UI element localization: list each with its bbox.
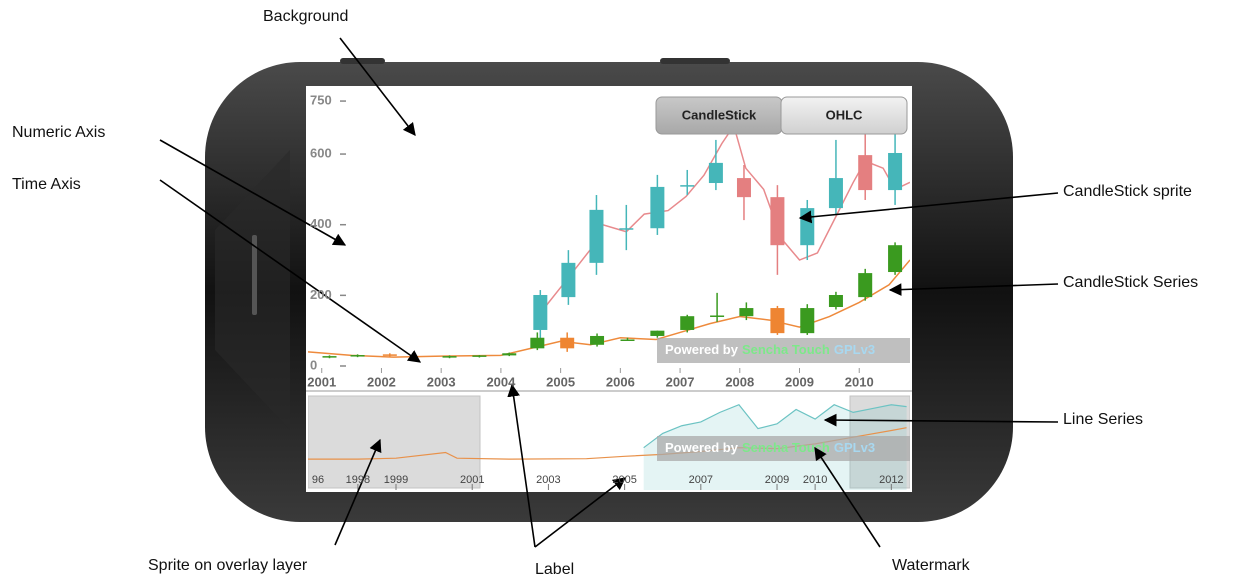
arrow	[814, 446, 881, 548]
candle-body	[350, 355, 365, 357]
candle-body	[739, 308, 754, 317]
candle-body	[472, 355, 487, 357]
x-tick-label: 2001	[460, 474, 484, 486]
button-label[interactable]: OHLC	[826, 107, 863, 122]
x-tick-label: 2004	[486, 374, 516, 389]
y-tick-label: 0	[310, 357, 317, 372]
x-tick-label: 2003	[427, 374, 456, 389]
annotation: CandleStick sprite	[1063, 183, 1192, 200]
candle-body	[858, 273, 873, 298]
arrow	[888, 283, 1059, 296]
x-tick-label: 2010	[845, 374, 874, 389]
candle-body	[770, 197, 785, 246]
watermark-brand: Sencha Touch	[742, 342, 830, 357]
watermark-bg	[657, 338, 910, 363]
candle-body	[650, 186, 665, 229]
watermark: Powered by Sencha Touch GPLv3	[665, 342, 875, 357]
candle-body	[736, 178, 751, 198]
x-tick-label: 2007	[666, 374, 695, 389]
watermark: Powered by Sencha Touch GPLv3	[665, 440, 875, 455]
watermark-prefix: Powered by	[665, 342, 739, 357]
x-tick-label: 2010	[803, 474, 827, 486]
candle-body	[858, 155, 873, 191]
candle-body	[619, 228, 634, 230]
x-tick-label: 96	[312, 474, 324, 486]
watermark-bg	[657, 436, 910, 461]
arrow	[507, 383, 536, 548]
candle-body	[800, 308, 815, 334]
x-tick-label: 2009	[785, 374, 814, 389]
annotation: Line Series	[1063, 411, 1143, 428]
x-tick-label: 2012	[879, 474, 903, 486]
x-tick-label: 2006	[606, 374, 635, 389]
candle-body	[620, 339, 635, 342]
arrow	[534, 477, 627, 548]
annotation: Time Axis	[12, 176, 81, 193]
candle-body	[650, 330, 665, 336]
candle-body	[828, 178, 843, 209]
y-tick-label: 750	[310, 93, 332, 108]
watermark-prefix: Powered by	[665, 440, 739, 455]
candle-body	[530, 337, 545, 349]
candle-body	[708, 162, 723, 184]
candle-body	[770, 308, 785, 334]
candle-body	[533, 294, 548, 330]
candle-body	[382, 354, 397, 356]
candle-body	[322, 356, 337, 358]
line-series	[643, 404, 907, 449]
watermark-brand: Sencha Touch	[742, 440, 830, 455]
candle-body	[442, 356, 457, 358]
x-tick-label: 1998	[346, 474, 370, 486]
candle-body	[800, 208, 815, 246]
candle-body	[502, 353, 517, 356]
annotation: Label	[535, 561, 574, 578]
x-tick-label: 2001	[307, 374, 336, 389]
arrow	[159, 179, 422, 363]
arrow	[798, 192, 1059, 224]
watermark-license: GPLv3	[834, 342, 875, 357]
overlay-sprite	[308, 395, 481, 489]
candle-body	[888, 245, 903, 273]
x-tick-label: 2009	[765, 474, 789, 486]
speaker	[252, 235, 257, 315]
arrow	[159, 139, 347, 246]
button[interactable]	[780, 96, 908, 135]
candle-body	[680, 316, 695, 330]
x-tick-label: 1999	[384, 474, 408, 486]
segmented-button: CandleStick OHLC	[655, 96, 908, 135]
y-tick-label: 400	[310, 216, 332, 231]
x-tick-label: 2002	[367, 374, 396, 389]
y-tick-label: 200	[310, 287, 332, 302]
line-series	[308, 259, 910, 358]
main-chart	[308, 124, 910, 359]
candle-body	[828, 294, 843, 308]
x-tick-label: 2005	[612, 474, 636, 486]
arrow	[823, 413, 1059, 427]
candle-body	[680, 185, 695, 187]
candle-body	[590, 335, 605, 345]
x-tick-label: 2003	[536, 474, 560, 486]
annotation: Watermark	[892, 557, 971, 574]
phone-button	[660, 58, 730, 64]
annotation: Sprite on overlay layer	[148, 557, 308, 574]
x-tick-label: 2005	[546, 374, 575, 389]
annotation: Numeric Axis	[12, 124, 105, 141]
candle-body	[561, 262, 576, 298]
button-label[interactable]: CandleStick	[682, 107, 757, 122]
candle-body	[589, 209, 604, 263]
y-tick-label: 600	[310, 145, 332, 160]
x-tick-label: 2008	[725, 374, 754, 389]
arrow	[339, 37, 416, 137]
arrow	[334, 438, 382, 546]
candle-body	[560, 337, 575, 349]
x-tick-label: 2007	[689, 474, 713, 486]
watermark-license: GPLv3	[834, 440, 875, 455]
annotation: CandleStick Series	[1063, 274, 1198, 291]
candle-body	[710, 315, 725, 317]
phone-button	[340, 58, 385, 64]
annotation: Background	[263, 8, 348, 25]
candle-body	[888, 152, 903, 191]
annotations: Background Numeric Axis Time Axis Candle…	[12, 8, 1198, 578]
